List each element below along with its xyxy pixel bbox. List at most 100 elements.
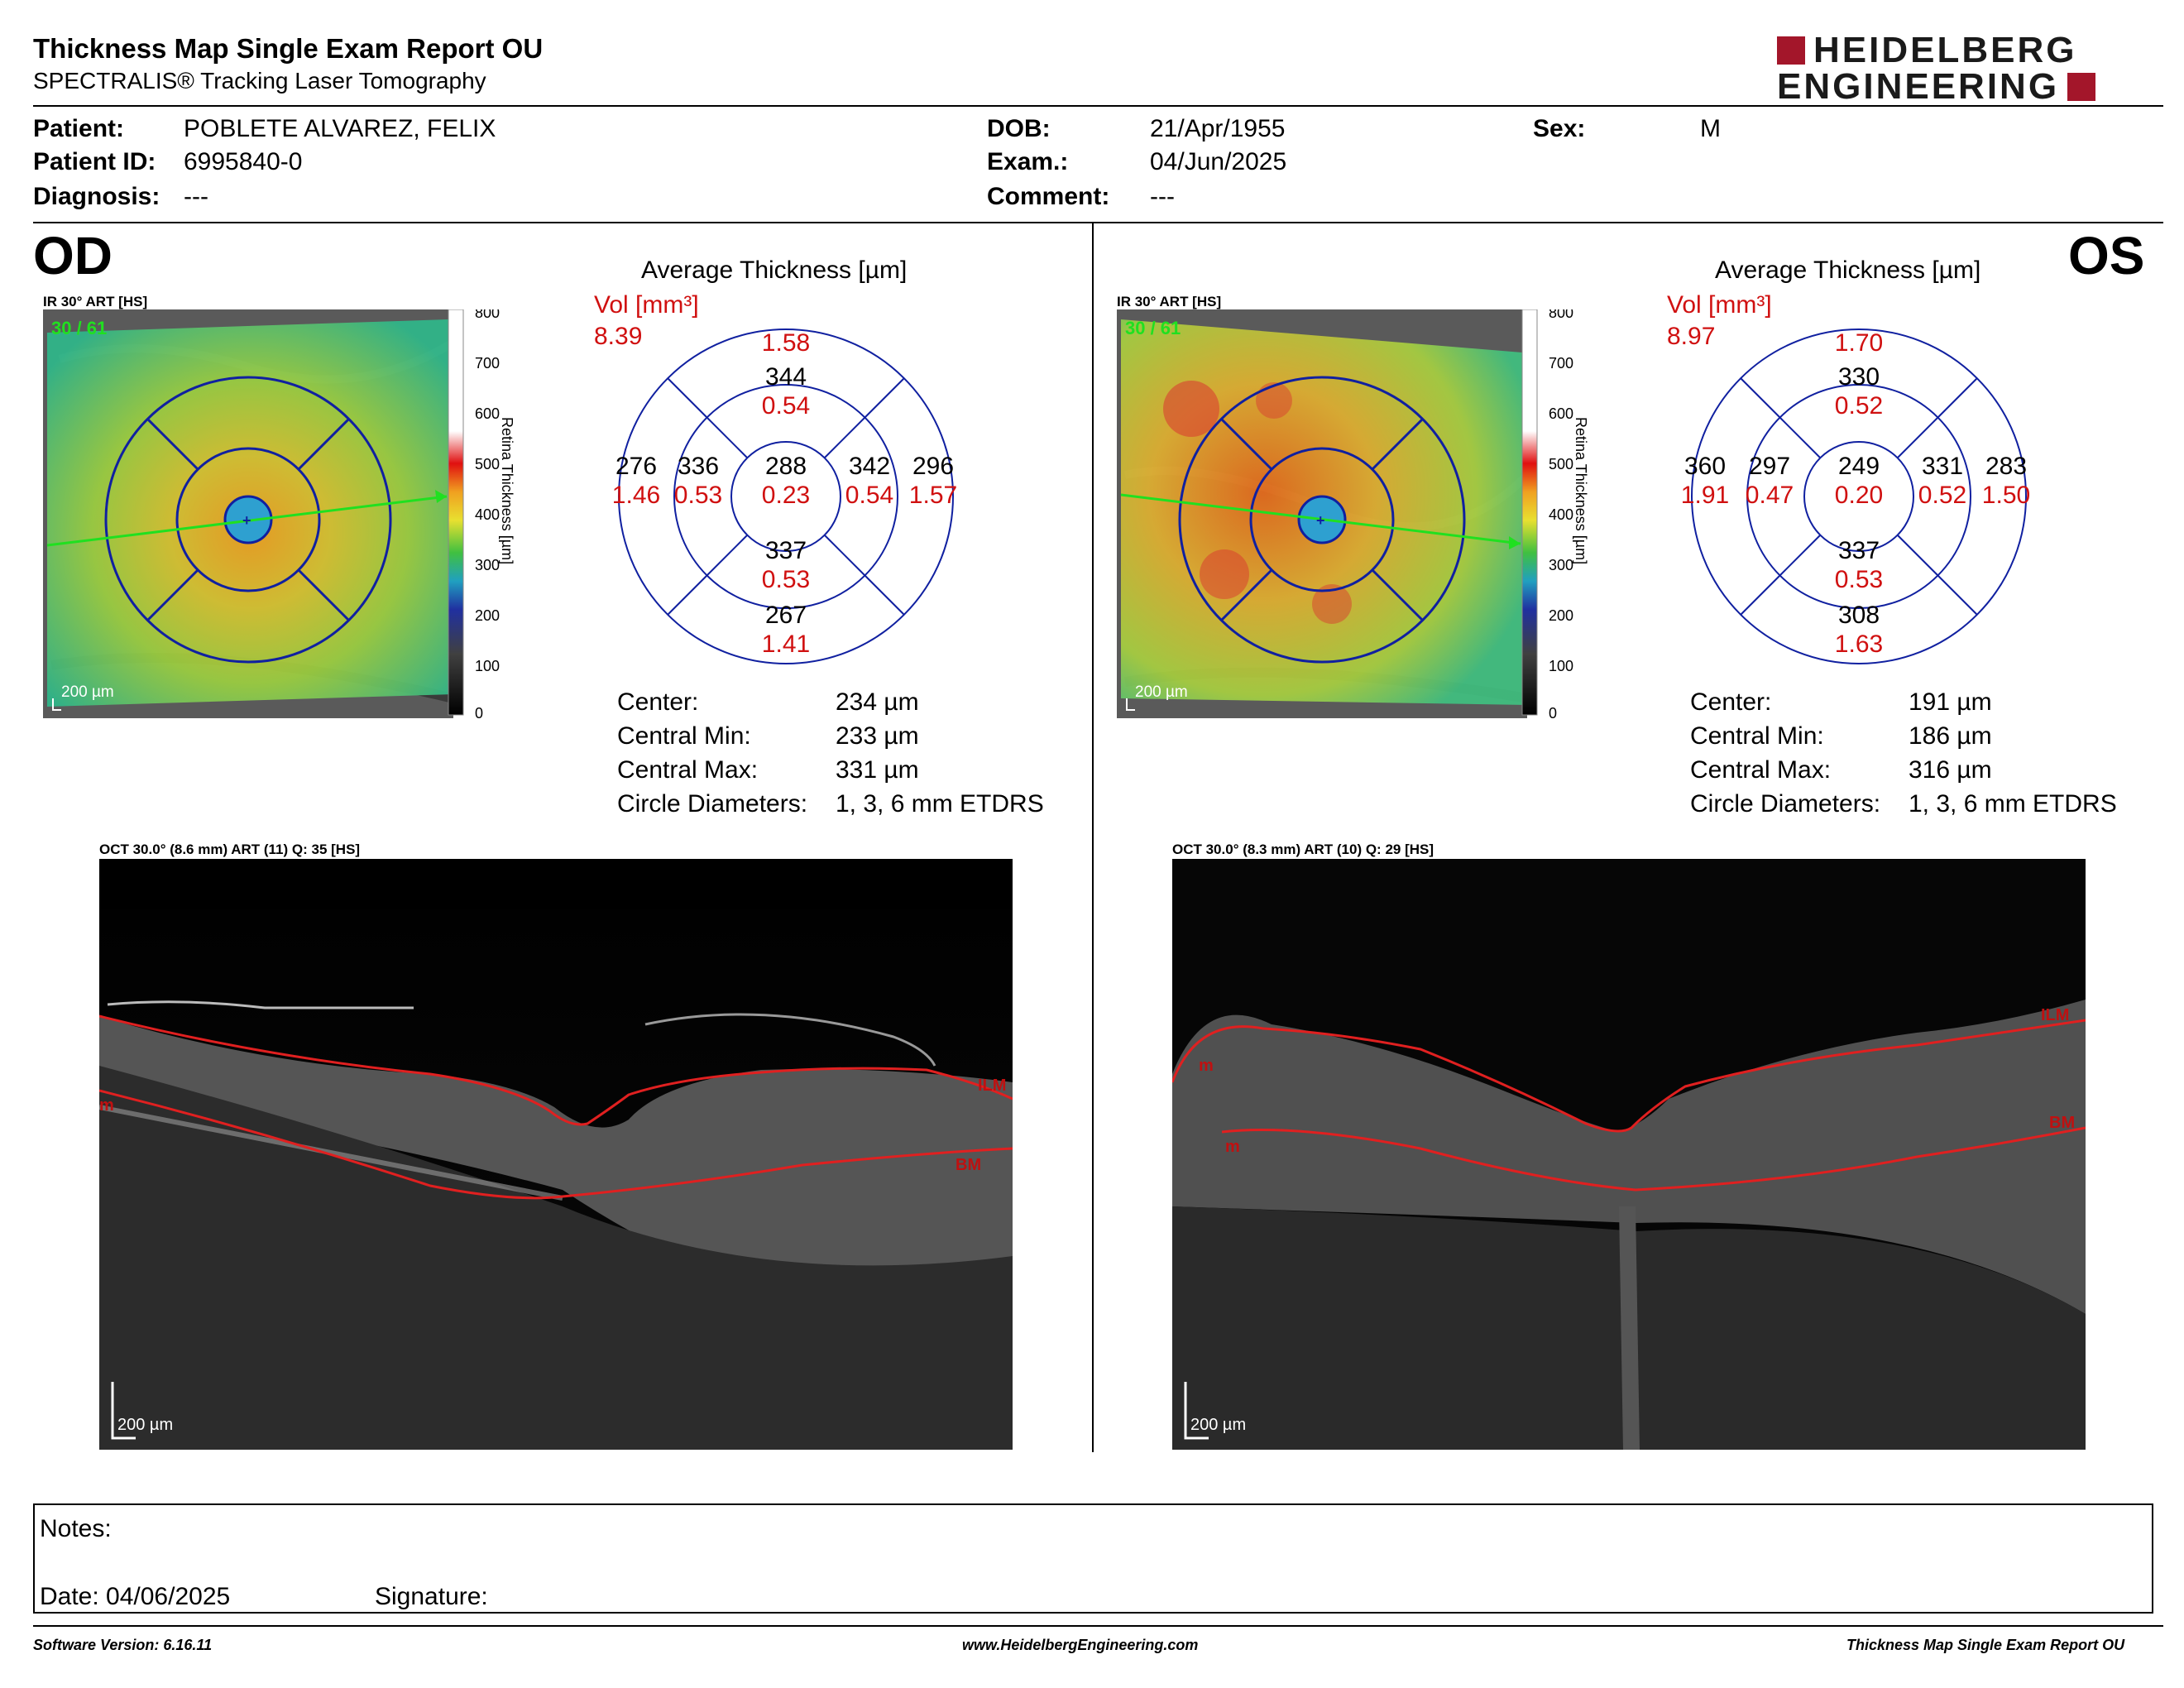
colorbar-tick: 300 — [1549, 557, 1573, 573]
exam-value: 04/Jun/2025 — [1150, 148, 1287, 175]
vol-value-od: 8.39 — [594, 323, 643, 350]
logo-line1: HEIDELBERG — [1813, 30, 2077, 70]
stat-label: Central Min: — [617, 722, 751, 750]
logo-square-icon — [2067, 73, 2096, 101]
sector-thickness: 267 — [765, 602, 807, 629]
sector-thickness: 288 — [765, 453, 807, 480]
colorbar-tick: 800 — [1549, 309, 1573, 321]
chart-title-od: Average Thickness [µm] — [641, 257, 908, 284]
footer-report-name: Thickness Map Single Exam Report OU — [1846, 1637, 2125, 1653]
stat-value: 316 µm — [1909, 756, 1992, 784]
stat-label: Central Max: — [1690, 756, 1832, 784]
ir-caption-od: IR 30° ART [HS] — [43, 294, 148, 309]
colorbar-label-os: Retina Thickness [µm] — [1573, 417, 1589, 564]
colorbar-os — [1521, 309, 1538, 716]
sector-thickness: 331 — [1922, 453, 1963, 480]
scan-line-os — [1120, 493, 1521, 545]
diagnosis-value: --- — [184, 183, 208, 210]
ilm-line-od — [99, 1014, 1013, 1126]
colorbar-tick: 800 — [475, 309, 500, 321]
sector-thickness: 337 — [1838, 537, 1880, 564]
report-subtitle: SPECTRALIS® Tracking Laser Tomography — [33, 68, 486, 94]
stat-value: 1, 3, 6 mm ETDRS — [836, 790, 1044, 818]
m-label-od: m — [99, 1096, 114, 1115]
sector-volume: 0.54 — [845, 482, 893, 509]
oct-caption-od: OCT 30.0° (8.6 mm) ART (11) Q: 35 [HS] — [99, 842, 361, 857]
stat-label: Circle Diameters: — [617, 790, 808, 818]
colorbar-tick: 700 — [475, 355, 500, 372]
exam-label: Exam.: — [987, 148, 1069, 175]
notes-box[interactable]: Notes: Date: 04/06/2025 Signature: — [33, 1503, 2153, 1614]
sector-volume: 1.91 — [1681, 482, 1729, 509]
sector-volume: 1.50 — [1982, 482, 2030, 509]
patient-divider — [33, 222, 2163, 223]
patient-id: 6995840-0 — [184, 148, 303, 175]
ir-scale-od: 200 µm — [61, 683, 114, 701]
stat-value: 191 µm — [1909, 688, 1992, 716]
colorbar-tick: 200 — [1549, 607, 1573, 624]
sector-thickness: 330 — [1838, 363, 1880, 391]
ilm-label-os: ILM — [2041, 1006, 2069, 1024]
colorbar-tick: 200 — [475, 607, 500, 624]
stat-label: Central Max: — [617, 756, 759, 784]
stat-label: Central Min: — [1690, 722, 1824, 750]
sex-value: M — [1700, 115, 1721, 142]
diagnosis-label: Diagnosis: — [33, 183, 160, 210]
website-link[interactable]: www.HeidelbergEngineering.com — [962, 1637, 1199, 1653]
colorbar-tick: 400 — [1549, 506, 1573, 523]
stat-value: 234 µm — [836, 688, 919, 716]
sector-volume: 0.53 — [674, 482, 722, 509]
sector-volume: 0.52 — [1918, 482, 1966, 509]
header-divider — [33, 105, 2163, 107]
m-label-os-1: m — [1199, 1057, 1214, 1075]
m-label-os-2: m — [1225, 1138, 1240, 1156]
stat-label: Center: — [617, 688, 699, 716]
svg-text:+: + — [242, 512, 251, 529]
stat-label: Circle Diameters: — [1690, 790, 1881, 818]
sector-thickness: 276 — [615, 453, 657, 480]
sector-volume: 1.57 — [909, 482, 957, 509]
oct-scale-od: 200 µm — [117, 1416, 173, 1434]
colorbar-tick: 0 — [475, 705, 483, 718]
sector-thickness: 321 — [1838, 327, 1880, 328]
stat-value: 186 µm — [1909, 722, 1992, 750]
sector-volume: 0.53 — [1835, 566, 1883, 593]
colorbar-tick: 700 — [1549, 355, 1573, 372]
sector-volume: 1.70 — [1835, 329, 1883, 357]
thickness-map-od: + 30 / 61 200 µm 800 700 600 500 400 300… — [43, 309, 515, 718]
stat-label: Center: — [1690, 688, 1772, 716]
sector-thickness: 296 — [912, 453, 954, 480]
stat-value: 331 µm — [836, 756, 919, 784]
sector-volume: 0.20 — [1835, 482, 1883, 509]
oct-scale-os: 200 µm — [1190, 1416, 1246, 1434]
bm-line-os — [1221, 1126, 2086, 1192]
oct-caption-os: OCT 30.0° (8.3 mm) ART (10) Q: 29 [HS] — [1172, 842, 1434, 857]
notes-date: Date: 04/06/2025 — [40, 1583, 231, 1610]
report-title: Thickness Map Single Exam Report OU — [33, 33, 544, 64]
stat-value: 1, 3, 6 mm ETDRS — [1909, 790, 2117, 818]
sector-thickness: 298 — [765, 327, 807, 328]
etdrs-grid-os: 321 1.70 330 0.52 360 1.91 297 0.47 249 … — [1681, 327, 2030, 664]
sector-thickness: 360 — [1684, 453, 1726, 480]
ir-scale-os: 200 µm — [1135, 683, 1188, 701]
scan-line-od — [46, 495, 448, 547]
colorbar-label-od: Retina Thickness [µm] — [499, 417, 515, 564]
ilm-line-os — [1172, 1019, 2086, 1133]
etdrs-grid-od: 298 1.58 344 0.54 276 1.46 336 0.53 288 … — [612, 327, 957, 664]
bm-label-os: BM — [2049, 1114, 2075, 1132]
etdrs-outer-ring-os — [1178, 376, 1466, 664]
sector-volume: 1.46 — [612, 482, 660, 509]
sector-volume: 1.41 — [762, 631, 810, 658]
dob-label: DOB: — [987, 115, 1051, 142]
comment-value: --- — [1150, 183, 1175, 210]
thickness-map-os: + 30 / 61 200 µm 800 700 600 500 400 300… — [1117, 309, 1589, 718]
logo-line2: ENGINEERING — [1777, 66, 2060, 107]
ir-overlay-od: 30 / 61 — [51, 318, 107, 338]
colorbar-od — [448, 309, 464, 716]
colorbar-tick: 500 — [1549, 456, 1573, 472]
stat-value: 233 µm — [836, 722, 919, 750]
oct-scan-os: ILM BM m m 200 µm — [1172, 859, 2086, 1450]
notes-label: Notes: — [40, 1515, 112, 1542]
vol-label-os: Vol [mm³] — [1667, 291, 1772, 319]
sector-volume: 0.47 — [1746, 482, 1794, 509]
